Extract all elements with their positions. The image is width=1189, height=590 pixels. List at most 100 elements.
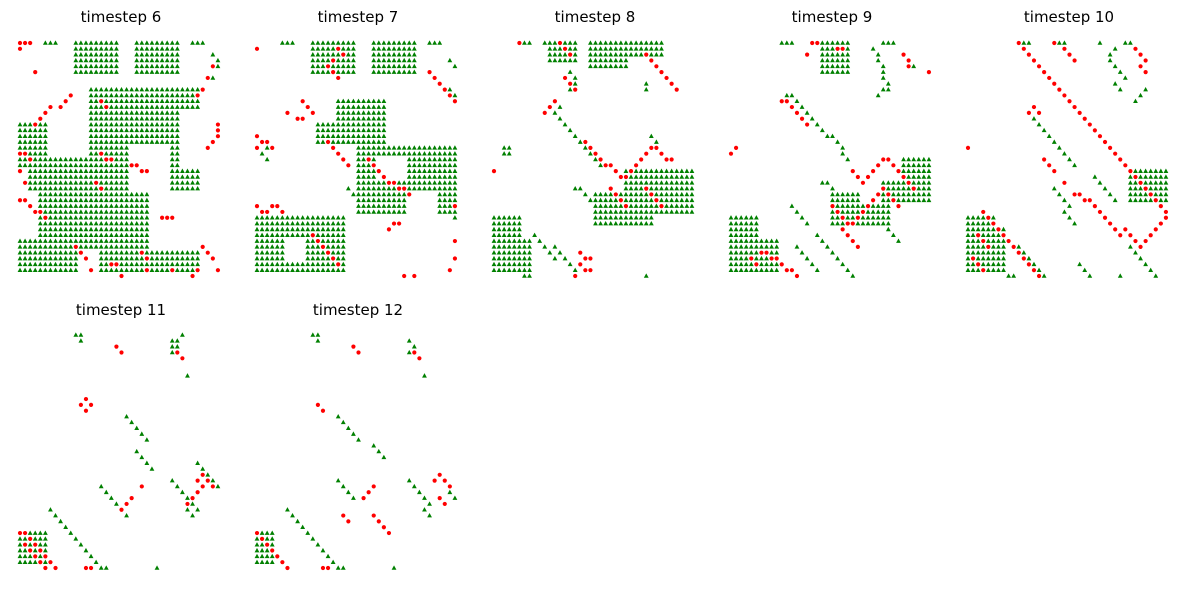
tree-marker [618, 57, 624, 63]
tree-marker [1163, 174, 1169, 179]
tree-marker [491, 215, 497, 220]
tree-marker [335, 63, 341, 69]
tree-marker [351, 191, 356, 197]
tree-marker [447, 186, 453, 191]
fire-marker [391, 180, 397, 185]
tree-marker [911, 156, 917, 162]
tree-marker [1021, 40, 1027, 45]
tree-marker [1133, 191, 1138, 197]
tree-marker [496, 238, 502, 243]
tree-marker [921, 168, 927, 173]
tree-marker [174, 98, 180, 104]
tree-marker [733, 250, 739, 255]
tree-marker [572, 57, 578, 63]
tree-marker [134, 215, 140, 220]
tree-marker [376, 46, 382, 51]
tree-marker [310, 536, 316, 541]
tree-marker [870, 203, 876, 208]
fire-marker [22, 151, 28, 156]
fire-marker [280, 209, 285, 215]
tree-marker [371, 151, 377, 156]
tree-marker [37, 244, 43, 249]
tree-marker [572, 267, 578, 272]
plot-area [254, 40, 458, 279]
tree-marker [427, 162, 432, 168]
tree-marker [391, 565, 397, 570]
fire-marker [901, 52, 906, 57]
tree-marker [880, 63, 886, 69]
tree-marker [386, 63, 392, 69]
tree-marker [290, 261, 295, 267]
tree-marker [63, 203, 69, 208]
tree-marker [27, 244, 33, 249]
tree-marker [501, 250, 507, 255]
fire-marker [170, 268, 175, 273]
tree-marker [840, 40, 846, 45]
tree-marker [190, 512, 195, 518]
tree-marker [169, 116, 175, 121]
tree-marker [593, 191, 598, 197]
fire-marker [1143, 186, 1148, 191]
tree-marker [83, 180, 89, 185]
tree-marker [340, 255, 346, 261]
tree-marker [911, 63, 917, 69]
tree-marker [119, 180, 124, 185]
tree-marker [264, 530, 270, 535]
tree-marker [195, 174, 201, 179]
tree-marker [32, 186, 38, 191]
tree-marker [447, 197, 453, 203]
tree-marker [139, 232, 145, 238]
tree-marker [830, 46, 835, 51]
tree-marker [679, 209, 685, 214]
tree-marker [164, 139, 170, 144]
tree-marker [845, 156, 851, 162]
tree-marker [68, 267, 74, 272]
tree-marker [764, 244, 769, 249]
tree-marker [1112, 63, 1118, 69]
tree-marker [427, 40, 432, 45]
tree-marker [376, 191, 382, 197]
fire-marker [669, 81, 674, 86]
tree-marker [567, 127, 573, 133]
tree-marker [1062, 151, 1067, 156]
fire-marker [305, 104, 310, 110]
tree-marker [356, 116, 361, 121]
tree-marker [896, 197, 901, 203]
tree-marker [124, 116, 129, 121]
tree-marker [83, 174, 89, 179]
tree-marker [689, 174, 695, 179]
tree-marker [27, 145, 33, 150]
tree-marker [396, 145, 402, 150]
fire-marker [981, 268, 986, 273]
tree-marker [335, 110, 341, 115]
fire-marker [48, 560, 53, 565]
fire-marker [1047, 163, 1052, 168]
tree-marker [527, 267, 532, 272]
fire-marker [88, 268, 94, 273]
tree-marker [139, 238, 145, 243]
tree-marker [98, 87, 104, 92]
fire-marker [901, 174, 906, 180]
tree-marker [738, 220, 744, 226]
fire-marker [109, 262, 114, 267]
fire-marker [608, 163, 613, 168]
tree-marker [381, 46, 387, 51]
tree-marker [93, 209, 99, 214]
tree-marker [174, 250, 180, 255]
tree-marker [264, 215, 270, 220]
tree-marker [279, 261, 285, 267]
tree-marker [990, 244, 996, 249]
fire-marker [331, 58, 336, 63]
fire-marker [412, 350, 417, 355]
tree-marker [169, 180, 175, 185]
tree-marker [58, 186, 63, 191]
tree-marker [603, 46, 609, 51]
tree-marker [174, 127, 180, 133]
tree-marker [144, 191, 150, 197]
tree-marker [315, 40, 321, 45]
tree-marker [103, 220, 109, 226]
tree-marker [114, 46, 119, 51]
tree-marker [427, 151, 432, 156]
tree-marker [401, 209, 407, 214]
tree-marker [48, 238, 53, 243]
